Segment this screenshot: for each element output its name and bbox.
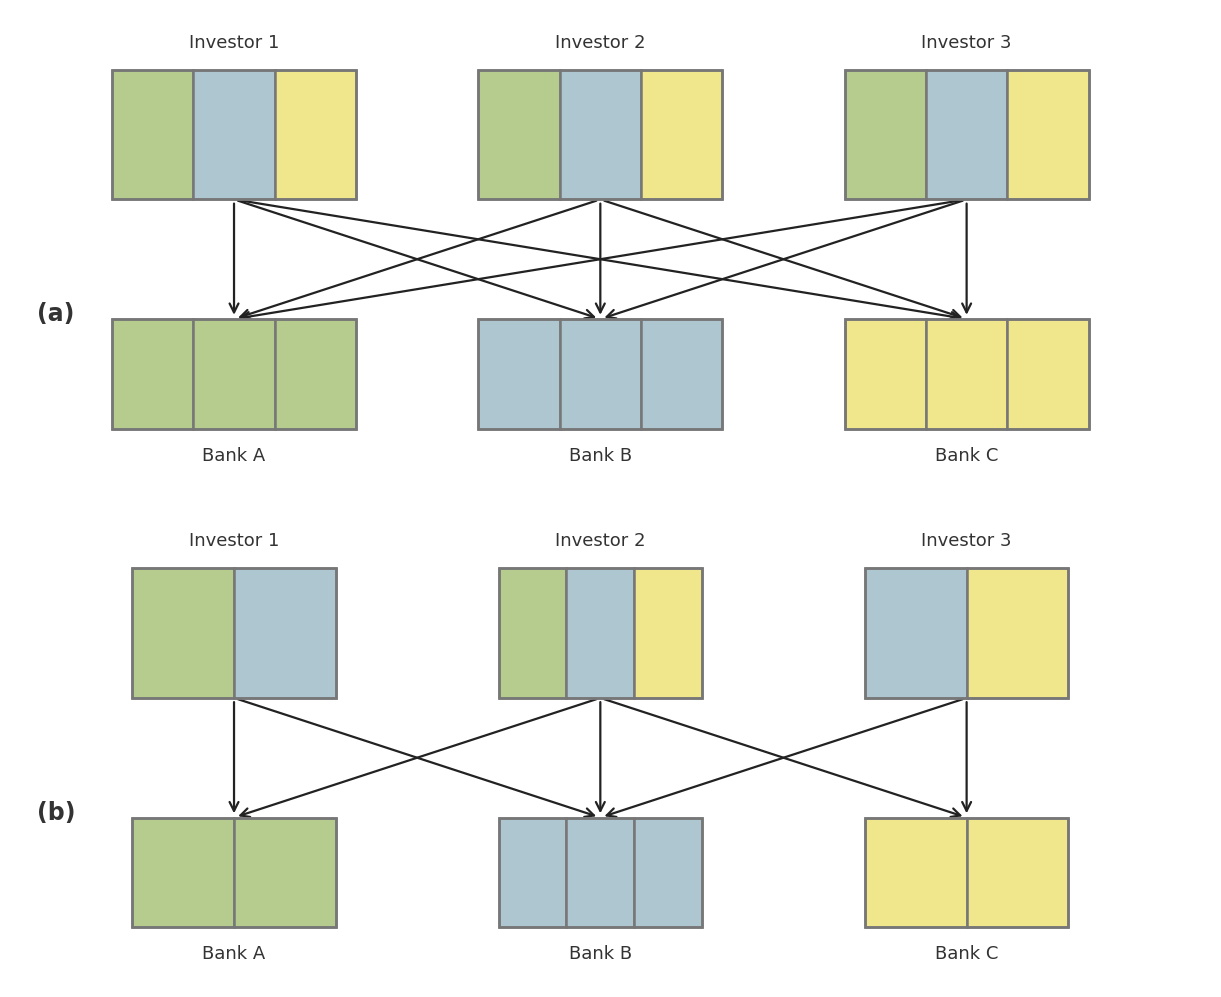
Text: (a): (a)	[38, 302, 74, 326]
Bar	[132, 568, 336, 698]
Bar	[112, 70, 357, 199]
Bar	[641, 319, 723, 429]
Text: Investor 3: Investor 3	[922, 532, 1012, 550]
Bar	[498, 818, 702, 927]
Bar	[559, 70, 641, 199]
Bar	[864, 818, 967, 927]
Bar	[132, 568, 234, 698]
Bar	[634, 818, 702, 927]
Text: Investor 3: Investor 3	[922, 34, 1012, 52]
Bar	[234, 568, 336, 698]
Bar	[845, 70, 926, 199]
Bar	[132, 818, 336, 927]
Bar	[864, 568, 1068, 698]
Bar	[479, 319, 723, 429]
Bar	[479, 70, 723, 199]
Text: Investor 2: Investor 2	[556, 34, 646, 52]
Bar	[845, 70, 1089, 199]
Bar	[864, 818, 1068, 927]
Text: Investor 1: Investor 1	[189, 532, 280, 550]
Bar	[193, 319, 275, 429]
Bar	[567, 568, 634, 698]
Bar	[112, 319, 357, 429]
Bar	[967, 818, 1068, 927]
Text: Investor 1: Investor 1	[189, 34, 280, 52]
Bar	[498, 818, 567, 927]
Bar	[498, 568, 702, 698]
Bar	[112, 319, 193, 429]
Text: Investor 2: Investor 2	[556, 532, 646, 550]
Text: (b): (b)	[37, 801, 76, 825]
Bar	[479, 319, 559, 429]
Bar	[193, 70, 275, 199]
Bar	[1007, 319, 1089, 429]
Text: Bank C: Bank C	[935, 945, 999, 963]
Bar	[641, 70, 723, 199]
Bar	[479, 70, 559, 199]
Bar	[275, 70, 357, 199]
Bar	[132, 818, 234, 927]
Bar	[634, 568, 702, 698]
Bar	[567, 818, 634, 927]
Bar	[845, 319, 926, 429]
Text: Bank B: Bank B	[569, 447, 632, 465]
Bar	[1007, 70, 1089, 199]
Bar	[864, 568, 967, 698]
Bar	[845, 319, 1089, 429]
Text: Bank A: Bank A	[203, 945, 266, 963]
Bar	[559, 319, 641, 429]
Bar	[926, 319, 1007, 429]
Bar	[926, 70, 1007, 199]
Bar	[498, 568, 567, 698]
Text: Bank B: Bank B	[569, 945, 632, 963]
Bar	[112, 70, 193, 199]
Text: Bank C: Bank C	[935, 447, 999, 465]
Text: Bank A: Bank A	[203, 447, 266, 465]
Bar	[275, 319, 357, 429]
Bar	[234, 818, 336, 927]
Bar	[967, 568, 1068, 698]
